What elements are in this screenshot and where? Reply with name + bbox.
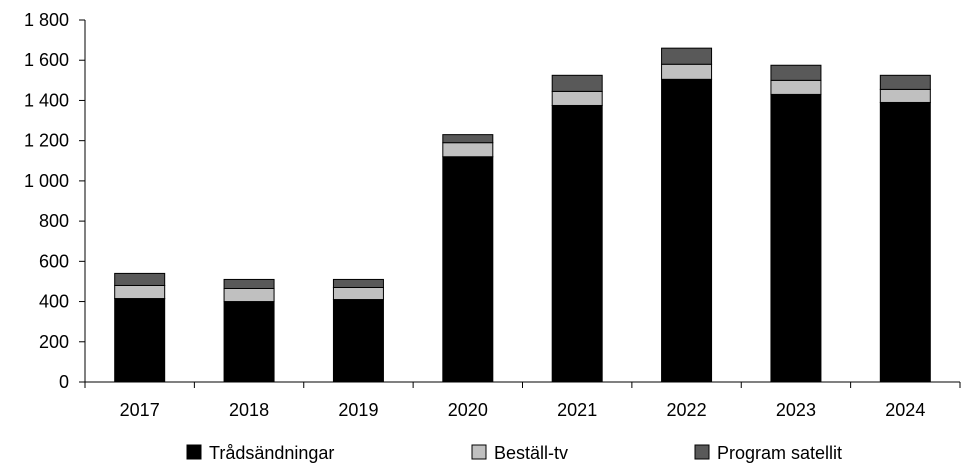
bar-segment-tradsandningar-2017 [114,298,166,383]
bar-segment-program-satellit-2021 [551,74,603,92]
legend-swatch [471,444,487,460]
bar-segment-program-satellit-2024 [879,74,931,90]
x-tick-label: 2019 [338,400,378,420]
y-tick-label: 200 [39,332,69,352]
x-tick-label: 2024 [885,400,925,420]
bar-segment-program-satellit-2017 [114,272,166,286]
bar-segment-bestall-tv-2019 [332,286,384,301]
bar-segment-bestall-tv-2022 [661,63,713,80]
x-tick-label: 2017 [120,400,160,420]
bar-segment-program-satellit-2023 [770,64,822,81]
bar-segment-tradsandningar-2020 [442,156,494,383]
y-tick-label: 800 [39,211,69,231]
bar-segment-bestall-tv-2018 [223,287,275,303]
y-tick-label: 600 [39,251,69,271]
x-tick-label: 2021 [557,400,597,420]
bar-segment-program-satellit-2020 [442,134,494,144]
axes-group [84,20,960,383]
bar-segment-program-satellit-2019 [332,278,384,288]
y-tick-label: 1 800 [24,10,69,30]
legend-label: Program satellit [717,443,842,463]
bar-segment-bestall-tv-2021 [551,90,603,106]
bar-segment-tradsandningar-2023 [770,93,822,383]
bar-segment-tradsandningar-2024 [879,101,931,383]
x-tick-label: 2018 [229,400,269,420]
x-tick-label: 2020 [448,400,488,420]
bar-segment-tradsandningar-2021 [551,104,603,383]
y-tick-label: 1 200 [24,131,69,151]
x-tick-group: 2017 2018 2019 2020 2021 2022 2023 2024 [84,382,961,420]
legend-swatch [694,444,710,460]
legend-label: Trådsändningar [209,443,334,463]
bar-segment-tradsandningar-2019 [332,299,384,383]
y-tick-label: 1 000 [24,171,69,191]
bar-segment-bestall-tv-2024 [879,88,931,103]
bars-group [114,47,931,383]
bar-segment-tradsandningar-2018 [223,301,275,383]
y-tick-label: 0 [59,372,69,392]
bar-segment-bestall-tv-2023 [770,79,822,95]
bar-segment-tradsandningar-2022 [661,78,713,383]
bar-segment-program-satellit-2022 [661,47,713,65]
bar-segment-program-satellit-2018 [223,278,275,289]
bar-segment-bestall-tv-2020 [442,142,494,158]
x-tick-label: 2023 [776,400,816,420]
y-tick-label: 1 400 [24,90,69,110]
y-tick-label: 1 600 [24,50,69,70]
y-tick-label: 400 [39,292,69,312]
x-tick-label: 2022 [667,400,707,420]
legend-swatch [186,444,202,460]
y-tick-group: 0 200 400 600 800 1 000 1 200 1 400 1 600 1 800 [24,10,85,392]
legend: Trådsändningar Beställ-tv Program satellit [186,443,842,463]
bar-segment-bestall-tv-2017 [114,284,166,300]
legend-label: Beställ-tv [494,443,568,463]
